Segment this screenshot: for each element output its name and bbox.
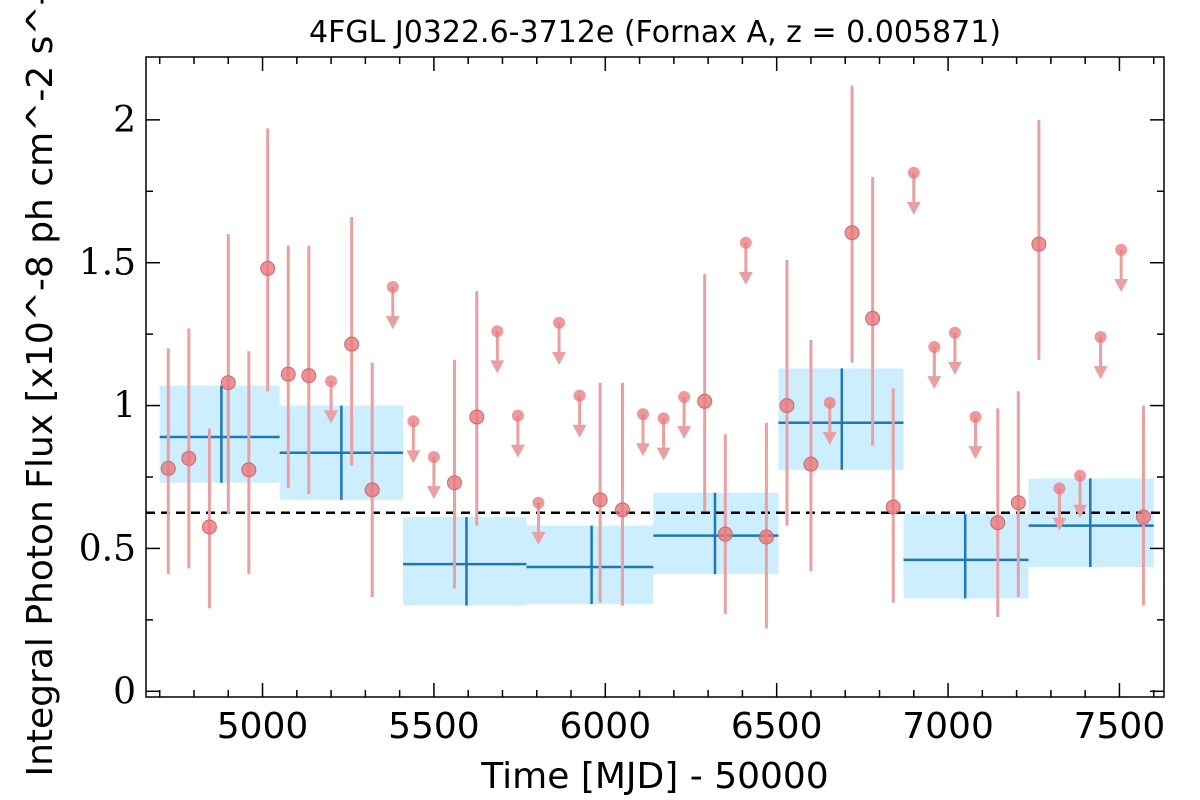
upper-limit-point (948, 326, 961, 339)
detection-point (220, 375, 236, 391)
upper-limit-arrowhead (656, 447, 671, 461)
upper-limit-point (553, 316, 566, 329)
detection-point (614, 502, 630, 518)
detection-point (717, 526, 733, 542)
detection-point (201, 519, 217, 535)
upper-limit-arrowhead (572, 424, 587, 438)
y-tick-label: 0.5 (79, 528, 136, 569)
upper-limit-point (386, 281, 399, 293)
upper-limit-point (325, 375, 338, 388)
upper-limit-point (928, 341, 941, 353)
axes: 5000 5500 6000 6500 7000 7500 0 0.5 1 1.5 2 (79, 56, 1166, 747)
upper-limit-arrowhead (510, 444, 525, 458)
upper-limit-arrowhead (822, 431, 837, 445)
detection-point (1135, 509, 1151, 525)
upper-limit-point (407, 415, 420, 428)
upper-limit-arrowhead (636, 443, 651, 457)
upper-limit-arrowhead (426, 486, 441, 500)
detection-point (301, 368, 317, 384)
bin-box (159, 385, 280, 483)
upper-limit-point (907, 166, 920, 179)
upper-limit-arrowhead (906, 201, 921, 215)
y-tick-label: 0 (113, 671, 136, 712)
upper-limit-arrowhead (324, 410, 339, 424)
upper-limit-point (491, 325, 504, 338)
detection-point (1031, 236, 1047, 252)
y-tick-label: 2 (113, 100, 136, 141)
upper-limit-point (823, 396, 836, 409)
upper-limit-point (532, 496, 545, 509)
upper-limit-arrowhead (947, 361, 962, 375)
upper-limit-point (1053, 482, 1066, 495)
detection-point (844, 225, 860, 241)
x-tick-label: 5500 (388, 706, 480, 747)
upper-limit-point (573, 389, 586, 402)
upper-limit-arrowhead (406, 450, 421, 464)
detection-point (1010, 495, 1026, 511)
detection-point (758, 529, 774, 545)
bin-box (403, 517, 527, 606)
upper-limit-point (1115, 243, 1128, 256)
upper-limit-point (678, 391, 691, 403)
x-tick-label: 7000 (902, 706, 994, 747)
detection-point (446, 475, 462, 491)
detection-point (160, 460, 176, 476)
bin-box (526, 525, 654, 605)
detection-point (344, 336, 360, 352)
upper-limit-arrowhead (927, 376, 942, 390)
detection-point (364, 482, 380, 498)
y-axis-label: Integral Photon Flux [x10^-8 ph cm^-2 s^… (20, 0, 61, 777)
upper-limit-arrowhead (385, 316, 400, 330)
upper-limit-arrowhead (677, 426, 692, 440)
upper-limit-point (427, 451, 440, 463)
detection-point (241, 462, 257, 478)
upper-limit-arrowhead (490, 360, 505, 374)
x-tick-label: 6000 (559, 706, 651, 747)
x-axis-label: Time [MJD] - 50000 (480, 756, 828, 797)
axes-frame (145, 56, 1165, 698)
detection-point (803, 456, 819, 472)
upper-limit-arrowhead (738, 271, 753, 285)
x-tick-label: 5000 (217, 706, 309, 747)
upper-limit-arrowhead (531, 531, 546, 545)
upper-limit-point (657, 412, 670, 425)
detection-point (697, 393, 713, 409)
upper-limit-point (969, 411, 982, 423)
detection-point (469, 409, 485, 425)
upper-limit-point (1074, 469, 1087, 482)
plot-area (146, 85, 1164, 629)
upper-limit-point (739, 236, 752, 249)
upper-limit-point (511, 409, 524, 422)
chart-title: 4FGL J0322.6-3712e (Fornax A, z = 0.0058… (309, 15, 1001, 50)
upper-limit-arrowhead (1093, 366, 1108, 380)
upper-limit-arrowhead (1073, 504, 1088, 518)
detection-point (280, 366, 296, 382)
upper-limit-point (637, 408, 650, 421)
detection-point (260, 260, 276, 276)
detection-point (885, 499, 901, 515)
detection-point (990, 515, 1006, 531)
upper-limit-arrowhead (1052, 517, 1067, 531)
upper-limit-arrowhead (552, 351, 567, 365)
upper-limit-arrowhead (1114, 279, 1129, 292)
y-tick-label: 1.5 (79, 243, 136, 284)
upper-limit-arrowhead (968, 446, 983, 460)
detection-point (592, 492, 608, 508)
upper-limit-point (1094, 331, 1107, 343)
detection-point (779, 398, 795, 414)
detection-point (865, 310, 881, 326)
y-tick-label: 1 (113, 386, 136, 427)
x-tick-label: 7500 (1074, 706, 1166, 747)
detection-point (181, 450, 197, 466)
x-tick-label: 6500 (731, 706, 823, 747)
